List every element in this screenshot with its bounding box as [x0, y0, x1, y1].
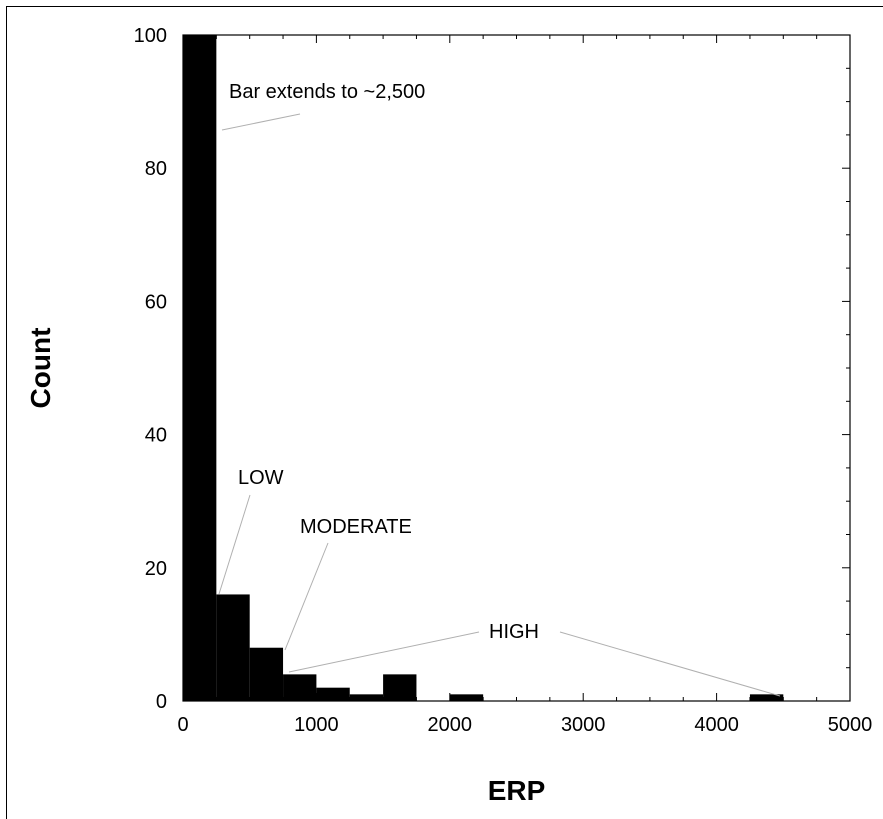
x-tick-label: 5000 [828, 714, 873, 736]
histogram-bar-0 [183, 35, 217, 701]
y-axis-title: Count [25, 328, 56, 409]
y-tick-label: 40 [145, 425, 167, 447]
x-tick-label: 0 [177, 714, 188, 736]
ticks-group [182, 34, 851, 702]
y-tick-label: 80 [145, 158, 167, 180]
x-tick-label: 4000 [694, 714, 739, 736]
annotations-group: Bar extends to ~2,500 LOW MODERATE HIGH [229, 81, 539, 643]
x-tick-label: 3000 [561, 714, 606, 736]
bars-group [183, 35, 784, 701]
x-tick-label: 1000 [294, 714, 339, 736]
annotation-high: HIGH [489, 621, 539, 643]
annotation-moderate: MODERATE [300, 516, 412, 538]
tick-labels-group: 0 1000 2000 3000 4000 5000 0 20 40 60 80 100 [134, 25, 873, 736]
histogram-bar-1500 [383, 674, 417, 701]
annotation-low: LOW [238, 467, 284, 489]
y-tick-label: 100 [134, 25, 167, 47]
histogram-bar-750 [283, 674, 317, 701]
y-tick-label: 60 [145, 291, 167, 313]
histogram-bar-500 [249, 647, 284, 701]
histogram-bar-1250 [349, 694, 384, 701]
histogram-bar-4250 [749, 694, 784, 701]
x-tick-label: 2000 [428, 714, 473, 736]
annotation-bar-extends: Bar extends to ~2,500 [229, 81, 425, 103]
annotation-leader-line [218, 494, 251, 595]
annotation-leader-line [559, 631, 781, 697]
plot-area-border [182, 34, 851, 702]
x-axis-title: ERP [488, 775, 546, 806]
y-tick-label: 0 [156, 691, 167, 713]
annotation-leader-line [221, 113, 301, 131]
annotation-leader-line [284, 542, 329, 651]
histogram-bar-1000 [316, 687, 350, 701]
y-tick-label: 20 [145, 558, 167, 580]
histogram-bar-2000 [449, 694, 484, 701]
histogram-bar-250 [216, 594, 250, 701]
annotation-leader-line [288, 631, 480, 673]
annotation-leaders [218, 113, 781, 697]
